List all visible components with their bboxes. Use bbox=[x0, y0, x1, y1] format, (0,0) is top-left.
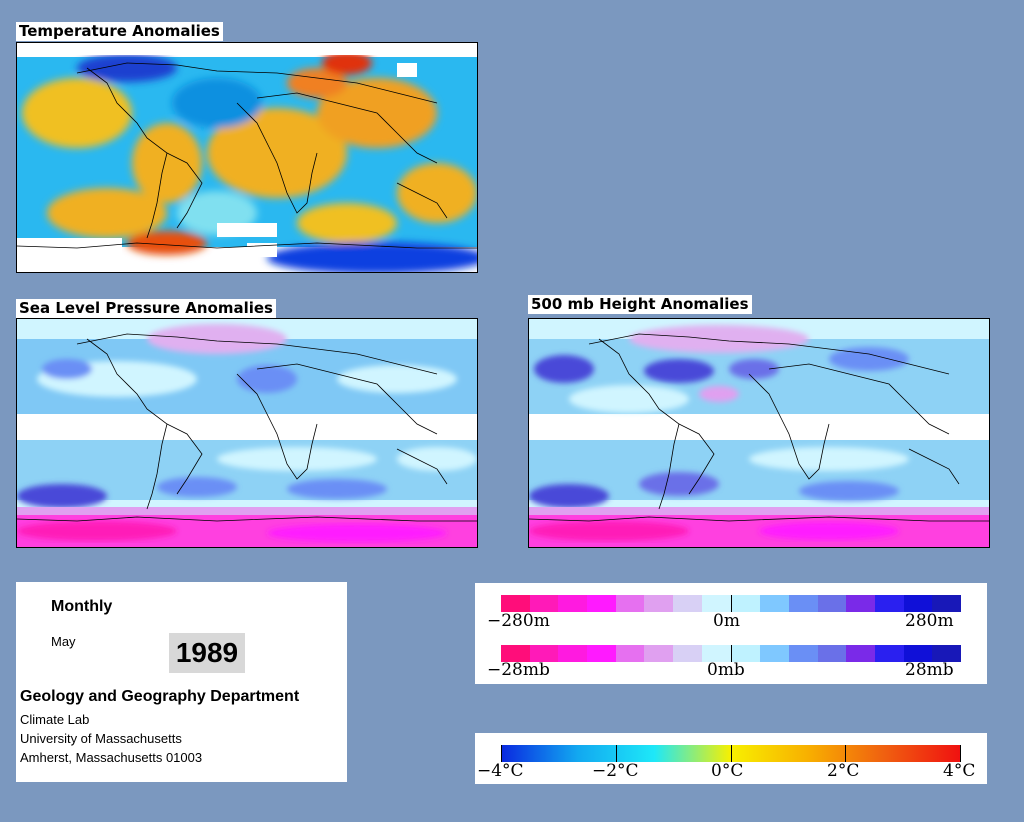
temperature-tick bbox=[960, 745, 961, 762]
height-mid-label: 0m bbox=[713, 611, 740, 631]
height-map-title: 500 mb Height Anomalies bbox=[528, 295, 752, 314]
color-swatch bbox=[529, 595, 559, 612]
color-swatch bbox=[501, 595, 530, 612]
year-label: 1989 bbox=[169, 633, 245, 673]
height-pressure-legend: −280m 0m 280m −28mb 0mb 28mb bbox=[475, 583, 987, 684]
pressure-max-label: 28mb bbox=[905, 660, 954, 680]
color-swatch bbox=[730, 595, 761, 612]
color-swatch bbox=[644, 645, 674, 662]
color-swatch bbox=[932, 645, 961, 662]
info-panel: Monthly May 1989 Geology and Geography D… bbox=[16, 582, 347, 782]
color-swatch bbox=[615, 595, 645, 612]
color-swatch bbox=[788, 645, 818, 662]
color-swatch bbox=[760, 595, 789, 612]
temperature-map-title: Temperature Anomalies bbox=[16, 22, 223, 41]
color-swatch bbox=[673, 595, 702, 612]
temperature-tick bbox=[501, 745, 502, 762]
slp-map-graphic bbox=[17, 319, 477, 547]
temperature-ticks bbox=[501, 745, 961, 762]
temp-label-p4: 4°C bbox=[943, 761, 976, 781]
university-label: University of Massachusetts bbox=[20, 731, 182, 746]
color-swatch bbox=[558, 645, 588, 662]
temperature-tick bbox=[615, 745, 617, 762]
slp-map-title: Sea Level Pressure Anomalies bbox=[16, 299, 276, 318]
color-swatch bbox=[760, 645, 789, 662]
color-swatch bbox=[846, 595, 875, 612]
color-swatch bbox=[587, 645, 616, 662]
color-swatch bbox=[846, 645, 875, 662]
sea-level-pressure-anomaly-map bbox=[16, 318, 478, 548]
color-swatch bbox=[903, 645, 933, 662]
temperature-tick bbox=[730, 745, 732, 762]
color-swatch bbox=[558, 595, 588, 612]
height-max-label: 280m bbox=[905, 611, 954, 631]
height-map-graphic bbox=[529, 319, 989, 547]
pressure-color-bar bbox=[501, 645, 961, 662]
temperature-tick bbox=[845, 745, 847, 762]
color-swatch bbox=[529, 645, 559, 662]
department-label: Geology and Geography Department bbox=[20, 688, 300, 705]
lab-label: Climate Lab bbox=[20, 712, 90, 727]
color-swatch bbox=[730, 645, 761, 662]
temp-label-m4: −4°C bbox=[477, 761, 524, 781]
color-swatch bbox=[817, 595, 847, 612]
color-swatch bbox=[701, 645, 731, 662]
pressure-min-label: −28mb bbox=[487, 660, 550, 680]
address-label: Amherst, Massachusetts 01003 bbox=[20, 750, 203, 765]
color-swatch bbox=[874, 645, 904, 662]
temp-label-0: 0°C bbox=[711, 761, 744, 781]
temp-label-p2: 2°C bbox=[827, 761, 860, 781]
height-min-label: −280m bbox=[487, 611, 550, 631]
500mb-height-anomaly-map bbox=[528, 318, 990, 548]
color-swatch bbox=[615, 645, 645, 662]
color-swatch bbox=[903, 595, 933, 612]
temperature-legend: −4°C −2°C 0°C 2°C 4°C bbox=[475, 733, 987, 784]
color-swatch bbox=[644, 595, 674, 612]
color-swatch bbox=[788, 595, 818, 612]
pressure-mid-label: 0mb bbox=[707, 660, 745, 680]
color-swatch bbox=[932, 595, 961, 612]
temperature-map-graphic bbox=[17, 43, 477, 272]
temperature-anomaly-map bbox=[16, 42, 478, 273]
height-color-bar bbox=[501, 595, 961, 612]
temp-label-m2: −2°C bbox=[592, 761, 639, 781]
color-swatch bbox=[587, 595, 616, 612]
period-label: Monthly bbox=[51, 598, 113, 615]
color-swatch bbox=[817, 645, 847, 662]
month-label: May bbox=[51, 634, 76, 649]
color-swatch bbox=[701, 595, 731, 612]
color-swatch bbox=[673, 645, 702, 662]
color-swatch bbox=[874, 595, 904, 612]
color-swatch bbox=[501, 645, 530, 662]
